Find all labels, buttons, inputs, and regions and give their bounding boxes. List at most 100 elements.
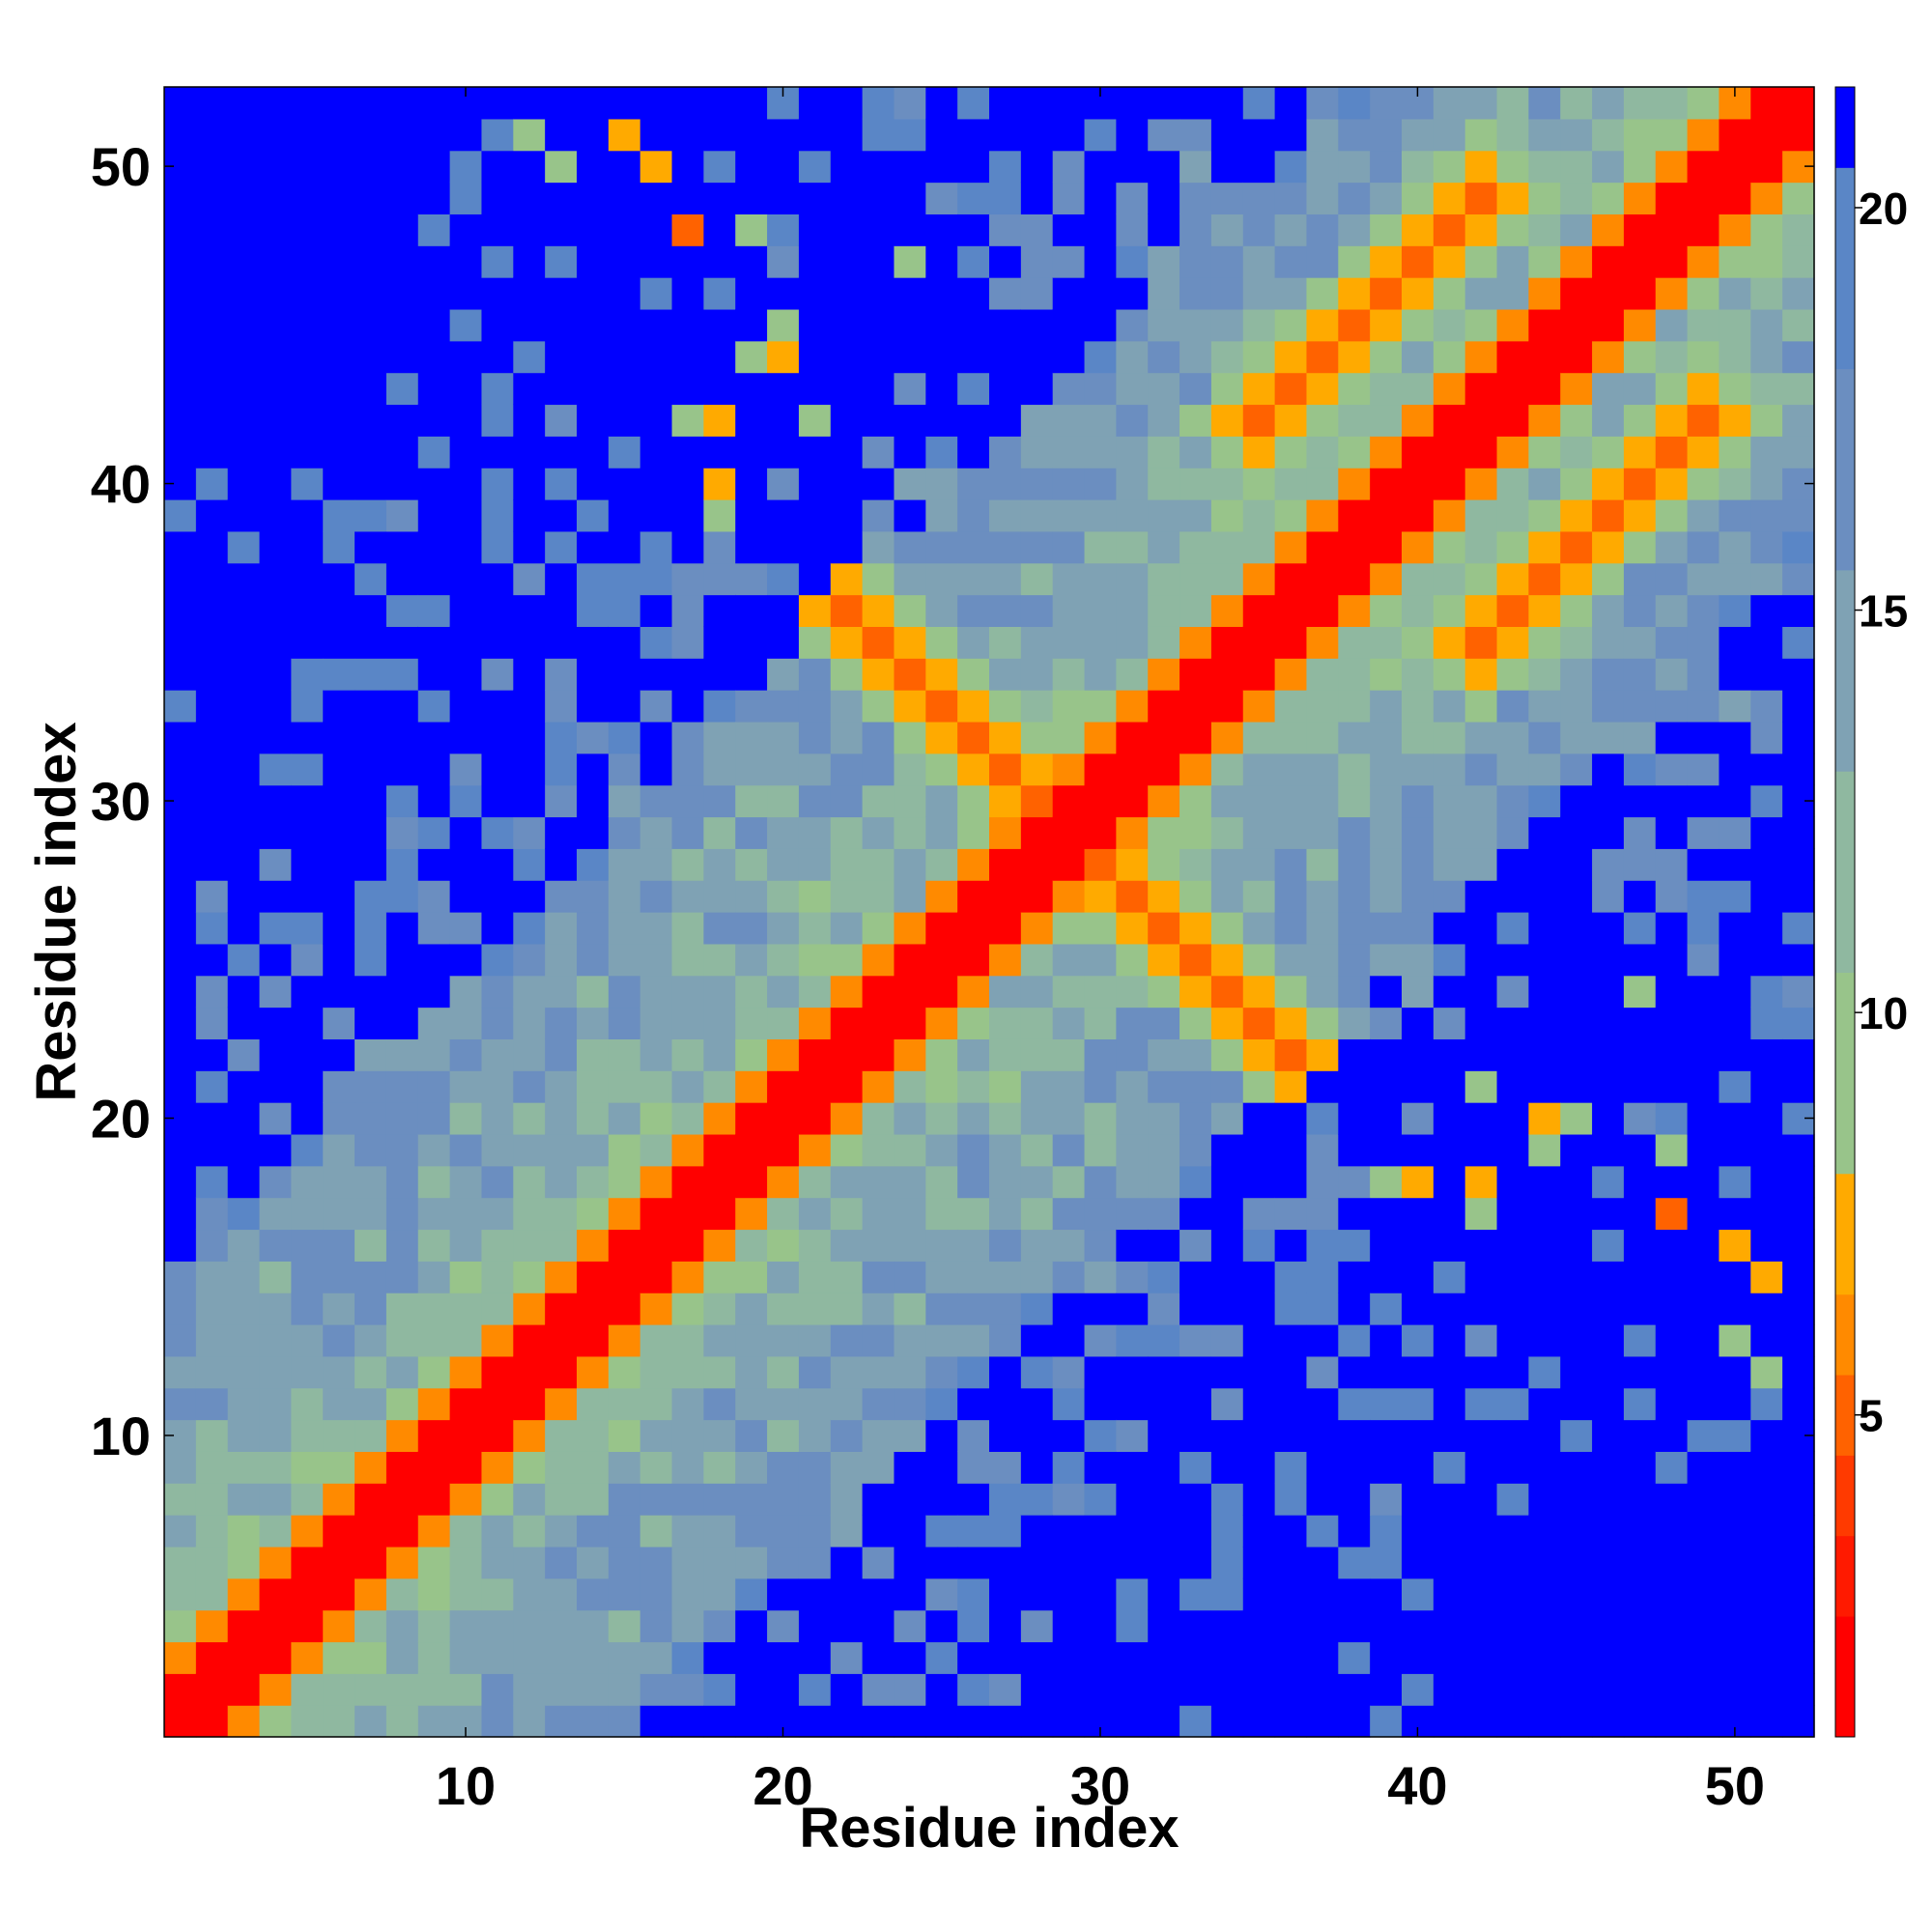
heatmap-cell [1687, 1451, 1720, 1484]
heatmap-cell [355, 1261, 387, 1293]
heatmap-cell [355, 1324, 387, 1357]
heatmap-cell [1116, 1355, 1149, 1389]
heatmap-cell [1370, 468, 1403, 500]
heatmap-cell [639, 468, 673, 500]
heatmap-cell [577, 1355, 610, 1389]
heatmap-cell [577, 1197, 610, 1231]
heatmap-cell [1116, 594, 1149, 627]
heatmap-cell [1496, 499, 1529, 532]
heatmap-cell [1750, 1641, 1783, 1674]
heatmap-cell [703, 530, 736, 564]
heatmap-cell [1116, 1546, 1149, 1579]
heatmap-cell [481, 1577, 514, 1611]
heatmap-cell [862, 880, 895, 913]
heatmap-cell [735, 1355, 768, 1389]
heatmap-cell [259, 1546, 292, 1579]
heatmap-cell [1242, 308, 1276, 342]
heatmap-cell [385, 1419, 419, 1452]
heatmap-cell [608, 1007, 641, 1039]
heatmap-cell [1655, 1355, 1689, 1389]
heatmap-cell [925, 340, 958, 374]
heatmap-cell [1782, 816, 1815, 849]
heatmap-cell [577, 340, 610, 374]
heatmap-cell [1370, 690, 1403, 723]
heatmap-cell [1528, 1102, 1561, 1135]
heatmap-cell [1242, 880, 1276, 913]
heatmap-cell [227, 1007, 261, 1039]
heatmap-cell [1623, 277, 1657, 310]
heatmap-cell [164, 721, 197, 754]
heatmap-cell [1370, 1133, 1403, 1167]
heatmap-cell [195, 1515, 229, 1548]
heatmap-cell [195, 1641, 229, 1674]
heatmap-cell [577, 975, 610, 1009]
heatmap-cell [671, 1070, 704, 1103]
heatmap-cell [1623, 1229, 1657, 1262]
heatmap-cell [164, 530, 197, 564]
heatmap-cell [639, 1070, 673, 1103]
heatmap-cell [1687, 1293, 1720, 1325]
heatmap-cell [513, 943, 546, 977]
heatmap-cell [449, 340, 483, 374]
heatmap-cell [259, 308, 292, 342]
heatmap-cell [1592, 1007, 1625, 1039]
heatmap-cell [513, 340, 546, 374]
heatmap-cell [1370, 1355, 1403, 1389]
heatmap-cell [1370, 1546, 1403, 1579]
heatmap-cell [481, 975, 514, 1009]
heatmap-cell [577, 1102, 610, 1135]
heatmap-cell [195, 530, 229, 564]
heatmap-cell [1052, 626, 1086, 659]
heatmap-cell [1402, 1197, 1435, 1231]
heatmap-cell [1592, 213, 1625, 246]
heatmap-cell [862, 1038, 895, 1071]
heatmap-cell [767, 1673, 800, 1706]
heatmap-cell [1719, 1197, 1751, 1231]
heatmap-cell [545, 1641, 578, 1674]
heatmap-cell [164, 1483, 197, 1516]
heatmap-cell [925, 943, 958, 977]
heatmap-cell [1655, 1165, 1689, 1199]
heatmap-cell [449, 1483, 483, 1516]
heatmap-cell [1464, 1577, 1498, 1611]
heatmap-cell [481, 880, 514, 913]
heatmap-cell [227, 118, 261, 152]
heatmap-cell [957, 880, 990, 913]
heatmap-cell [227, 1133, 261, 1167]
heatmap-cell [1052, 1070, 1086, 1103]
heatmap-cell [1782, 1165, 1815, 1199]
heatmap-cell [195, 1038, 229, 1071]
heatmap-cell [1528, 562, 1561, 596]
heatmap-cell [1052, 1387, 1086, 1421]
heatmap-cell [639, 753, 673, 786]
heatmap-cell [1370, 436, 1403, 469]
heatmap-cell [227, 213, 261, 246]
heatmap-cell [608, 308, 641, 342]
heatmap-cell [513, 1070, 546, 1103]
heatmap-cell [1496, 150, 1529, 184]
heatmap-cell [1433, 1324, 1466, 1357]
heatmap-cell [1687, 1355, 1720, 1389]
heatmap-cell [355, 1546, 387, 1579]
heatmap-cell [703, 721, 736, 754]
heatmap-cell [1433, 468, 1466, 500]
heatmap-cell [1592, 468, 1625, 500]
heatmap-cell [1623, 943, 1657, 977]
heatmap-cell [1116, 213, 1149, 246]
heatmap-cell [1655, 1038, 1689, 1071]
heatmap-cell [1370, 1387, 1403, 1421]
heatmap-cell [1210, 468, 1244, 500]
heatmap-cell [1623, 150, 1657, 184]
heatmap-cell [1623, 530, 1657, 564]
heatmap-cell [195, 1293, 229, 1325]
heatmap-cell [735, 1070, 768, 1103]
heatmap-cell [830, 87, 864, 120]
heatmap-cell [1496, 562, 1529, 596]
heatmap-cell [323, 1577, 355, 1611]
heatmap-cell [577, 530, 610, 564]
heatmap-cell [513, 277, 546, 310]
heatmap-cell [1148, 1515, 1180, 1548]
heatmap-cell [1306, 1483, 1339, 1516]
heatmap-cell [1464, 1038, 1498, 1071]
heatmap-cell [1084, 658, 1117, 691]
